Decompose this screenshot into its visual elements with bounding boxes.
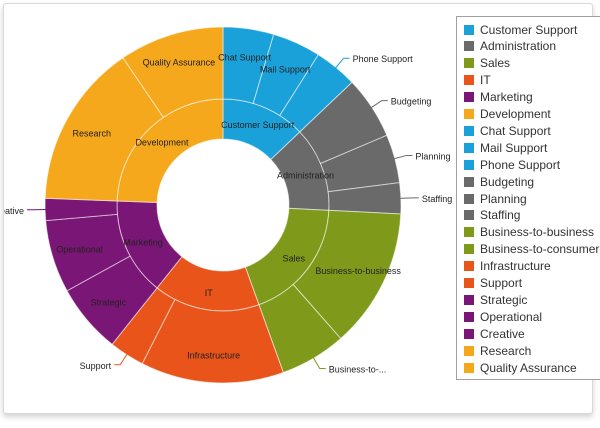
legend-item-budgeting[interactable]: Budgeting <box>464 173 534 190</box>
legend: Customer Support Administration Sales IT Mar… <box>456 16 600 380</box>
external-label-phone-support: Phone Support <box>353 54 414 64</box>
inner-label-administration: Administration <box>277 170 334 180</box>
legend-swatch <box>464 193 474 204</box>
leader-line-planning <box>388 154 413 161</box>
external-label-business-to-consumer: Business-to-... <box>329 365 387 375</box>
outer-slice-quality-assurance <box>122 26 224 119</box>
legend-label: IT <box>480 73 491 88</box>
legend-swatch <box>464 328 474 339</box>
legend-swatch <box>464 227 474 238</box>
external-label-creative: Creative <box>4 206 24 216</box>
inner-label-it: IT <box>205 288 214 298</box>
leader-line-support <box>114 349 131 366</box>
inner-label-sales: Sales <box>282 253 305 263</box>
legend-item-creative[interactable]: Creative <box>464 325 525 342</box>
legend-label: Infrastructure <box>480 259 551 274</box>
legend-item-infrastructure[interactable]: Infrastructure <box>464 258 551 275</box>
inner-label-marketing: Marketing <box>123 238 163 248</box>
legend-swatch <box>464 345 474 356</box>
legend-swatch <box>464 24 474 35</box>
legend-label: Quality Assurance <box>480 360 577 375</box>
legend-label: Mail Support <box>480 140 548 155</box>
legend-label: Phone Support <box>480 157 561 172</box>
legend-label: Sales <box>480 56 511 71</box>
outer-label-research: Research <box>73 128 112 138</box>
leader-line-staffing <box>394 197 419 200</box>
legend-swatch <box>464 244 474 255</box>
leader-line-budgeting <box>366 100 388 111</box>
chart-frame: Customer Support Administration Sales IT Mar… <box>3 3 600 414</box>
legend-swatch <box>464 75 474 86</box>
legend-item-development[interactable]: Development <box>464 106 551 123</box>
legend-item-sales[interactable]: Sales <box>464 55 510 72</box>
leader-line-business-to-consumer <box>310 352 326 370</box>
outer-label-chat-support: Chat Support <box>218 53 272 63</box>
legend-item-chat-support[interactable]: Chat Support <box>464 122 551 139</box>
leader-line-phone-support <box>331 57 350 73</box>
outer-label-business-to-business: Business-to-business <box>315 266 401 276</box>
legend-swatch <box>464 109 474 119</box>
legend-item-business-to-business[interactable]: Business-to-business <box>464 224 594 241</box>
legend-label: Planning <box>480 191 527 206</box>
legend-label: Business-to-business <box>480 225 595 240</box>
external-label-support: Support <box>80 361 112 371</box>
legend-item-staffing[interactable]: Staffing <box>464 207 520 224</box>
legend-swatch <box>464 41 474 52</box>
legend-item-customer-support[interactable]: Customer Support <box>464 21 577 38</box>
legend-swatch <box>464 261 474 272</box>
legend-label: Support <box>480 276 523 290</box>
legend-item-quality-assurance[interactable]: Quality Assurance <box>464 359 577 376</box>
legend-item-support[interactable]: Support <box>464 275 522 292</box>
legend-item-marketing[interactable]: Marketing <box>464 89 533 106</box>
legend-label: Business-to-consumer <box>480 242 600 257</box>
legend-item-phone-support[interactable]: Phone Support <box>464 156 560 173</box>
external-label-planning: Planning <box>415 151 450 161</box>
legend-item-research[interactable]: Research <box>464 342 531 359</box>
outer-label-infrastructure: Infrastructure <box>187 351 240 361</box>
legend-label: Research <box>480 343 532 358</box>
outer-label-strategic: Strategic <box>91 298 127 308</box>
outer-label-quality-assurance: Quality Assurance <box>143 58 216 68</box>
legend-item-business-to-consumer[interactable]: Business-to-consumer <box>464 241 599 258</box>
external-label-staffing: Staffing <box>422 194 452 204</box>
inner-label-development: Development <box>135 138 189 148</box>
legend-swatch <box>464 159 474 170</box>
legend-label: Budgeting <box>480 174 535 189</box>
legend-item-strategic[interactable]: Strategic <box>464 291 527 308</box>
outer-label-mail-support: Mail Support <box>260 64 311 74</box>
legend-swatch <box>464 58 474 69</box>
legend-label: Operational <box>480 309 543 324</box>
sunburst-chart: Customer Support Administration Sales IT Mar… <box>4 26 452 384</box>
legend-label: Creative <box>480 326 525 341</box>
legend-swatch <box>464 294 474 305</box>
legend-label: Staffing <box>480 208 521 223</box>
inner-label-customer-support: Customer Support <box>221 120 295 130</box>
legend-swatch <box>464 142 474 153</box>
legend-item-administration[interactable]: Administration <box>464 38 556 55</box>
legend-label: Marketing <box>480 90 533 105</box>
legend-swatch <box>464 176 474 187</box>
legend-label: Strategic <box>480 292 528 307</box>
legend-item-it[interactable]: IT <box>464 72 491 89</box>
legend-item-operational[interactable]: Operational <box>464 308 542 325</box>
legend-swatch <box>464 92 474 103</box>
legend-label: Chat Support <box>480 123 551 138</box>
external-label-budgeting: Budgeting <box>391 97 432 107</box>
legend-item-mail-support[interactable]: Mail Support <box>464 139 547 156</box>
outer-label-operational: Operational <box>56 245 103 255</box>
legend-swatch <box>464 278 474 288</box>
legend-swatch <box>464 311 474 322</box>
legend-label: Development <box>480 107 551 121</box>
legend-swatch <box>464 125 474 136</box>
legend-swatch <box>464 362 474 373</box>
legend-label: Customer Support <box>480 22 578 37</box>
legend-label: Administration <box>480 39 557 54</box>
legend-swatch <box>464 210 474 221</box>
legend-item-planning[interactable]: Planning <box>464 190 527 207</box>
